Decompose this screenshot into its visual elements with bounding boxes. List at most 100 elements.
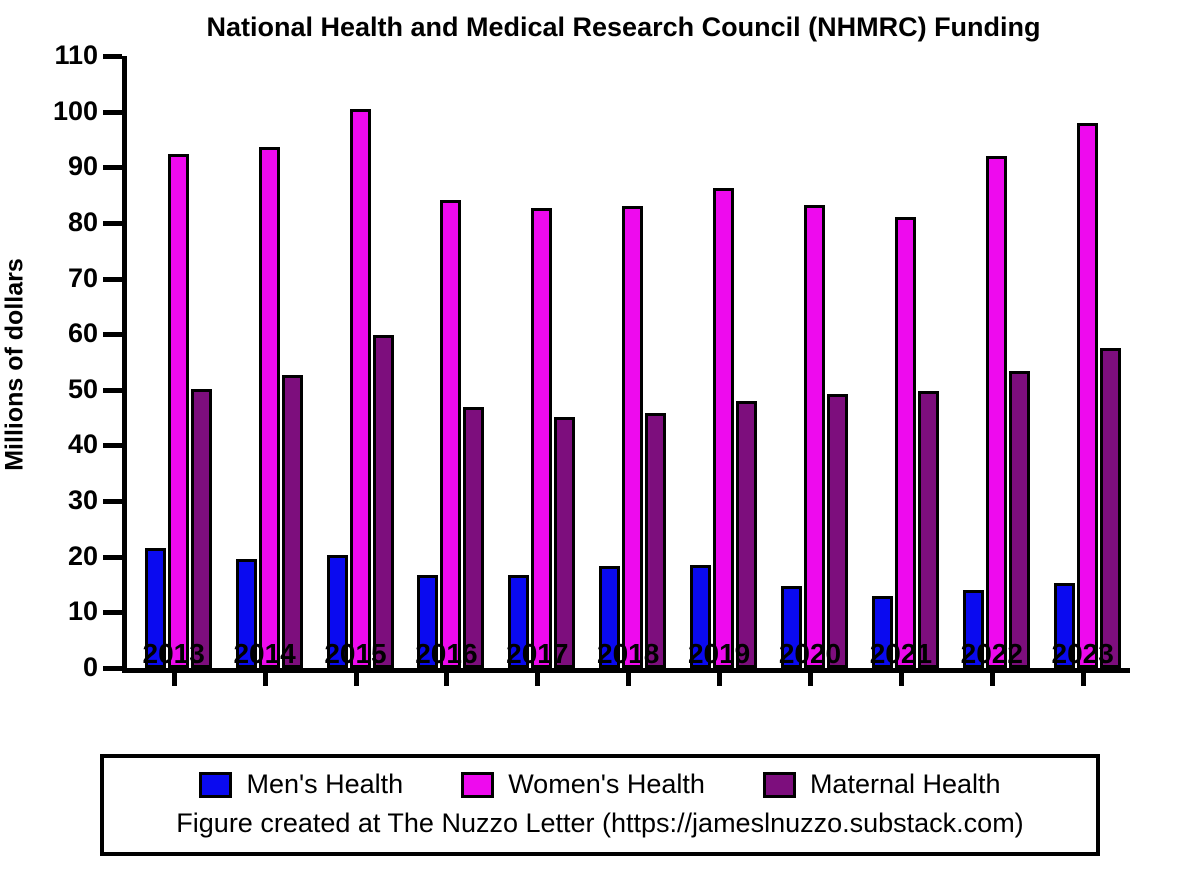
y-tick-label: 30 [67, 485, 98, 516]
maternal-health-bar-2016 [463, 406, 485, 668]
y-tick-mark [103, 332, 122, 338]
legend-item-maternal-health: Maternal Health [762, 769, 1001, 800]
women-s-health-bar-2015 [349, 109, 371, 668]
y-tick-mark [103, 220, 122, 226]
y-tick-label: 60 [67, 318, 98, 349]
bar-group-2020 [781, 56, 848, 668]
x-tick-label-2019: 2019 [687, 638, 751, 669]
bar-group-2017 [508, 56, 576, 668]
x-tick-label-2023: 2023 [1051, 638, 1114, 669]
legend-label: Women's Health [508, 769, 705, 800]
women-s-health-bar-2013 [167, 153, 189, 668]
bar-group-2021 [871, 56, 939, 668]
y-tick-label: 10 [67, 596, 98, 627]
men-s-health-bar-2022 [962, 590, 984, 668]
x-tick-mark [808, 673, 813, 686]
bar-group-2013 [144, 56, 212, 668]
y-axis-label: Millions of dollars [0, 258, 29, 471]
men-s-health-bar-2015 [326, 555, 348, 668]
bar-group-2014 [235, 56, 303, 668]
maternal-health-bar-2021 [917, 390, 939, 668]
legend-row: Men's Health Women's Health Maternal Healt… [199, 769, 1001, 800]
men-s-health-bar-2021 [871, 596, 893, 668]
y-tick-mark [103, 443, 122, 449]
legend-swatch [199, 771, 233, 798]
y-tick-label: 40 [67, 429, 98, 460]
women-s-health-bar-2016 [440, 199, 462, 668]
y-tick-mark [103, 165, 122, 171]
x-tick-label-2013: 2013 [142, 638, 205, 669]
y-tick-label: 0 [82, 652, 98, 682]
x-tick-mark [898, 673, 904, 686]
legend-item-women-s-health: Women's Health [461, 769, 705, 800]
men-s-health-bar-2023 [1053, 583, 1075, 668]
maternal-health-bar-2023 [1099, 348, 1121, 668]
maternal-health-bar-2019 [736, 400, 758, 668]
x-tick-mark [262, 673, 268, 686]
maternal-health-bar-2017 [554, 416, 576, 668]
y-tick-mark [103, 54, 122, 59]
x-tick-mark [989, 673, 995, 686]
maternal-health-bar-2015 [372, 335, 394, 668]
chart-title: National Health and Medical Research Cou… [206, 12, 1041, 42]
x-tick-label-2014: 2014 [233, 638, 296, 669]
x-tick-label-2015: 2015 [324, 638, 387, 669]
x-tick-label-2016: 2016 [415, 638, 478, 669]
women-s-health-bar-2017 [531, 207, 553, 668]
x-tick-label-2018: 2018 [597, 638, 660, 669]
y-tick-label: 50 [67, 373, 98, 404]
legend-label: Maternal Health [809, 769, 1001, 800]
y-tick-mark [103, 554, 122, 560]
y-tick-mark [103, 499, 122, 505]
men-s-health-bar-2019 [690, 565, 712, 668]
men-s-health-bar-2014 [235, 558, 257, 668]
figure-credit-text: Figure created at The Nuzzo Letter (http… [176, 807, 1024, 838]
bar-group-2023 [1053, 56, 1121, 668]
x-tick-label-2017: 2017 [506, 638, 569, 669]
maternal-health-bar-2022 [1008, 371, 1030, 668]
maternal-health-bar-2020 [827, 394, 848, 668]
bar-group-2015 [326, 56, 394, 668]
women-s-health-bar-2014 [258, 147, 280, 668]
legend-swatch [762, 771, 796, 798]
men-s-health-bar-2018 [599, 565, 621, 668]
men-s-health-bar-2020 [781, 585, 802, 668]
x-tick-mark [535, 673, 541, 686]
x-tick-label-2022: 2022 [960, 638, 1023, 669]
y-tick-label: 90 [67, 151, 98, 182]
x-tick-mark [626, 673, 632, 686]
x-tick-mark [353, 673, 359, 686]
men-s-health-bar-2013 [144, 547, 166, 668]
x-tick-mark [717, 673, 723, 686]
x-tick-label-2021: 2021 [869, 638, 933, 669]
y-tick-mark [103, 109, 122, 115]
legend-box: Men's Health Women's Health Maternal Healt… [100, 754, 1100, 856]
y-tick-label: 20 [67, 540, 98, 571]
bar-group-2019 [690, 56, 758, 668]
y-tick-mark [103, 276, 122, 282]
y-tick-mark [103, 387, 122, 393]
y-tick-label: 100 [52, 95, 98, 126]
x-tick-mark [171, 673, 177, 686]
bar-group-2018 [599, 56, 667, 668]
women-s-health-bar-2022 [985, 156, 1007, 668]
y-tick-label: 70 [67, 262, 98, 293]
x-tick-mark [1080, 673, 1086, 686]
men-s-health-bar-2017 [508, 574, 530, 668]
legend-swatch [461, 771, 495, 798]
y-tick-label: 80 [67, 206, 98, 237]
x-tick-mark [444, 673, 450, 686]
men-s-health-bar-2016 [417, 574, 439, 668]
y-tick-mark [103, 666, 122, 671]
maternal-health-bar-2018 [645, 413, 667, 668]
y-tick-label: 110 [54, 40, 98, 70]
plot-area [103, 54, 1130, 673]
women-s-health-bar-2019 [713, 187, 735, 668]
legend-item-men-s-health: Men's Health [199, 769, 403, 800]
legend-label: Men's Health [246, 769, 404, 800]
bar-group-2016 [417, 56, 485, 668]
y-tick-mark [103, 610, 122, 616]
x-tick-label-2020: 2020 [778, 638, 842, 669]
women-s-health-bar-2020 [804, 205, 825, 668]
